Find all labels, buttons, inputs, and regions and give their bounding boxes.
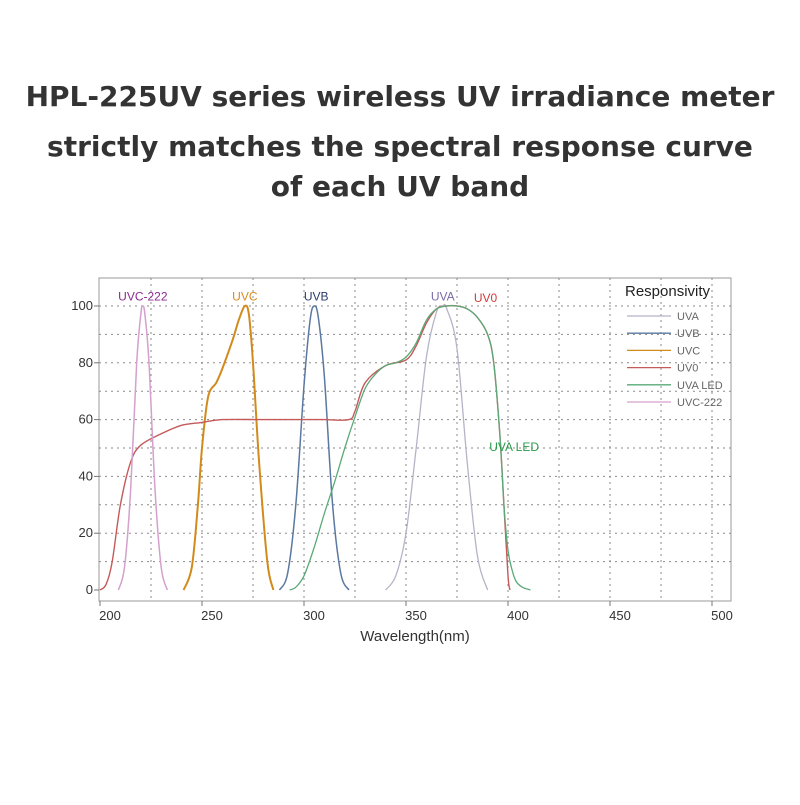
- legend-entry: UV0: [677, 363, 698, 375]
- y-tick-label: 100: [71, 298, 93, 313]
- headline-line-3: of each UV band: [270, 170, 530, 203]
- legend-entry: UVC-222: [677, 397, 722, 409]
- curve-label-uva: UVA: [431, 290, 455, 304]
- y-tick-label: 20: [79, 525, 93, 540]
- curve-label-uvc-222: UVC-222: [118, 290, 168, 304]
- curve-label-uvb: UVB: [304, 290, 329, 304]
- curve-label-uvc: UVC: [232, 290, 258, 304]
- legend-title: Responsivity: [625, 283, 711, 300]
- y-tick-label: 0: [86, 582, 93, 597]
- x-tick-label: 450: [609, 608, 631, 623]
- x-tick-label: 350: [405, 608, 427, 623]
- legend-entry: UVA LED: [677, 380, 723, 392]
- legend-entry: UVC: [677, 345, 700, 357]
- series-line-uvc: [182, 304, 275, 591]
- x-axis-label: Wavelength(nm): [360, 628, 469, 645]
- x-tick-label: 300: [303, 608, 325, 623]
- plot-frame: [98, 277, 732, 602]
- x-tick-label: 200: [99, 608, 121, 623]
- series-line-uvc-222: [117, 305, 169, 591]
- x-tick-label: 400: [507, 608, 529, 623]
- x-tick-label: 250: [201, 608, 223, 623]
- legend-entry: UVA: [677, 311, 699, 323]
- curve-label-uv0: UV0: [474, 291, 498, 305]
- headline-line-1: HPL-225UV series wireless UV irradiance …: [25, 80, 775, 113]
- y-tick-label: 80: [79, 355, 93, 370]
- headline-line-2: strictly matches the spectral response c…: [47, 130, 753, 163]
- curve-label-uva-led: UVA LED: [489, 440, 539, 454]
- series-line-uva-led: [289, 304, 531, 591]
- series-line-uva: [385, 303, 489, 591]
- series-line-uvb: [278, 305, 350, 591]
- y-tick-label: 40: [79, 468, 93, 483]
- x-tick-label: 500: [711, 608, 733, 623]
- y-tick-label: 60: [79, 412, 93, 427]
- legend-entry: UVB: [677, 328, 700, 340]
